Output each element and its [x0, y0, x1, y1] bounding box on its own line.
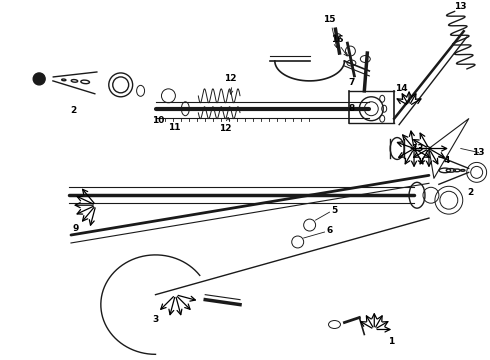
- Text: 10: 10: [152, 116, 165, 125]
- Text: 11: 11: [168, 123, 181, 132]
- Circle shape: [33, 73, 45, 85]
- Text: 5: 5: [331, 206, 338, 215]
- Text: 3: 3: [152, 315, 159, 324]
- Text: 2: 2: [70, 106, 76, 115]
- Text: 14: 14: [395, 84, 407, 93]
- Text: 7: 7: [348, 78, 355, 87]
- Text: 12: 12: [224, 75, 236, 84]
- Text: 1: 1: [388, 337, 394, 346]
- Text: 13: 13: [411, 144, 423, 153]
- Text: 9: 9: [73, 224, 79, 233]
- Text: 2: 2: [467, 188, 474, 197]
- Text: 12: 12: [219, 124, 231, 133]
- Text: 15: 15: [323, 15, 336, 24]
- Text: 8: 8: [348, 104, 355, 113]
- Text: 4: 4: [443, 156, 450, 165]
- Text: 13: 13: [455, 2, 467, 11]
- Text: 6: 6: [326, 226, 333, 235]
- Text: 16: 16: [331, 35, 343, 44]
- Text: 13: 13: [472, 148, 485, 157]
